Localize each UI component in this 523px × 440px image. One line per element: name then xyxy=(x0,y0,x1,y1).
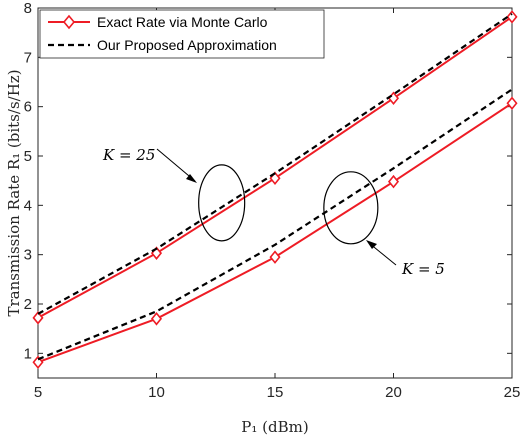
data-point-marker xyxy=(387,174,400,189)
data-point-marker xyxy=(32,311,44,325)
y-tick-label: 2 xyxy=(24,296,32,313)
data-point-marker xyxy=(506,10,518,24)
y-tick-label: 8 xyxy=(24,0,32,17)
x-tick-label: 10 xyxy=(148,384,165,401)
y-tick-label: 1 xyxy=(24,345,32,362)
k25-annotation-label: K = 25 xyxy=(102,146,155,164)
ticks-layer: 5 10 15 20 25 1 2 3 4 5 6 7 8 xyxy=(24,0,521,401)
series-layer xyxy=(32,10,518,369)
k5-group-ellipse xyxy=(323,171,379,245)
k25-group-ellipse xyxy=(198,164,246,242)
data-point-marker xyxy=(32,355,44,369)
x-tick-label: 20 xyxy=(385,384,402,401)
series-line-our-proposed-approximation-k-25 xyxy=(37,12,513,315)
data-point-marker xyxy=(506,96,518,110)
x-tick-label: 25 xyxy=(504,384,521,401)
y-tick-label: 3 xyxy=(24,247,32,264)
plot-area xyxy=(37,7,513,379)
x-tick-label: 15 xyxy=(267,384,284,401)
y-tick-label: 4 xyxy=(24,197,32,214)
y-tick-label: 7 xyxy=(24,49,32,66)
legend-label-monte-carlo: Exact Rate via Monte Carlo xyxy=(97,14,268,30)
y-axis-label: Transmission Rate R₁ (bits/s/Hz) xyxy=(5,69,23,316)
x-axis-label: P₁ (dBm) xyxy=(241,418,308,436)
legend-label-approximation: Our Proposed Approximation xyxy=(97,37,277,53)
legend: Exact Rate via Monte Carlo Our Proposed … xyxy=(39,9,325,59)
data-point-marker xyxy=(150,312,163,326)
x-tick-label: 5 xyxy=(34,384,42,401)
k25-arrowhead xyxy=(186,174,197,183)
k5-arrowhead xyxy=(366,240,377,249)
legend-box xyxy=(39,9,325,59)
data-point-marker xyxy=(269,250,281,264)
k5-annotation-label: K = 5 xyxy=(401,260,445,278)
legend-marker-diamond xyxy=(62,14,76,30)
y-tick-label: 6 xyxy=(24,99,32,116)
y-tick-label: 5 xyxy=(24,148,32,165)
series-line-our-proposed-approximation-k-5 xyxy=(37,88,513,361)
annotation-layer: K = 25 K = 5 xyxy=(102,146,445,278)
